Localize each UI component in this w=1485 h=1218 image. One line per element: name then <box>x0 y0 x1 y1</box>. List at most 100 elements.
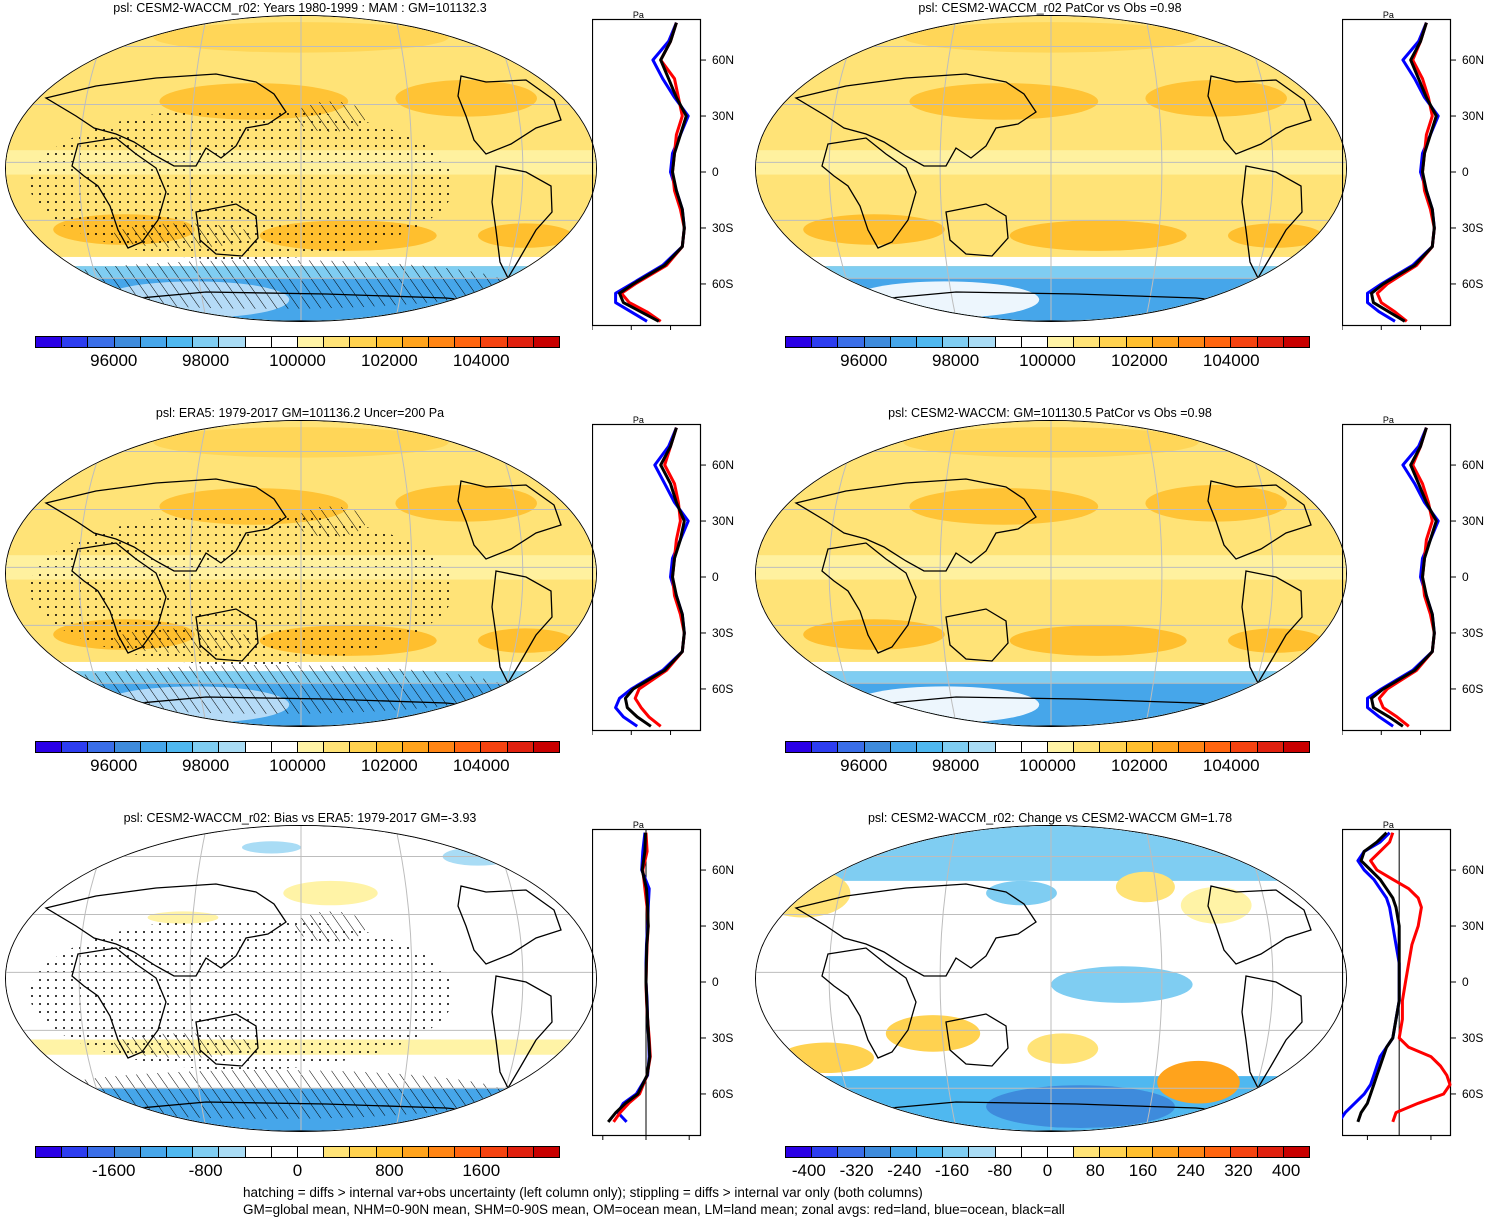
colorbar-tick-label: 104000 <box>452 351 510 370</box>
colorbar-segment <box>1021 742 1049 752</box>
colorbar-segment <box>1257 337 1284 347</box>
lat-tick-label: 60N <box>1462 458 1484 472</box>
colorbar-segment <box>36 1147 63 1157</box>
profile-unit-label: Pa <box>633 820 644 830</box>
profile-unit-label: Pa <box>1383 10 1394 20</box>
colorbar-tick-label: 800 <box>375 1161 404 1180</box>
colorbar-tick-label: 0 <box>292 1161 303 1180</box>
colorbar-segment <box>455 742 482 752</box>
lat-tick-label: 0 <box>712 570 719 584</box>
map-2 <box>755 15 1347 322</box>
colorbar-segment <box>1126 337 1153 347</box>
colorbar-segment <box>167 742 194 752</box>
colorbar-segment <box>245 337 272 347</box>
colorbar-tick-label: -160 <box>935 1161 970 1180</box>
colorbar-segment <box>271 1147 299 1157</box>
colorbar-tick-label: 102000 <box>1111 756 1168 775</box>
profile-x-tick-label: 100 <box>1423 1144 1440 1145</box>
colorbar-segment <box>62 742 89 752</box>
colorbar-tick-label: 98000 <box>181 351 230 370</box>
colorbar-segment <box>969 742 996 752</box>
colorbar-segment <box>1100 742 1127 752</box>
colorbar-4 <box>785 741 1310 753</box>
colorbar-segment <box>245 742 272 752</box>
colorbar-segment <box>455 337 482 347</box>
lat-tick-label: 30S <box>1462 626 1483 640</box>
zonal-profile-svg: 60N 30N 0 30S 60S Pa 97000 99000 101000 <box>578 10 734 345</box>
colorbar-tick-label: -320 <box>839 1161 874 1180</box>
map-field <box>756 16 1346 321</box>
footnote-line1: hatching = diffs > internal var+obs unce… <box>243 1185 923 1200</box>
colorbar-segment <box>1257 742 1284 752</box>
colorbar-segment <box>167 1147 194 1157</box>
colorbar-segment <box>1179 1147 1206 1157</box>
colorbar-segment <box>1152 337 1180 347</box>
colorbar-segment <box>88 337 115 347</box>
profile-unit-label: Pa <box>1383 415 1394 425</box>
colorbar-segment <box>140 337 168 347</box>
colorbar-segment <box>114 337 141 347</box>
profile-x-tick-label: 99000 <box>617 739 645 740</box>
colorbar-segment <box>350 742 377 752</box>
zonal-profile-1: 60N 30N 0 30S 60S Pa 97000 99000 101000 <box>578 5 750 345</box>
colorbar-segment <box>193 337 220 347</box>
colorbar-tick-label: 102000 <box>1111 351 1168 370</box>
profile-x-tick-label: 101000 <box>1404 334 1438 335</box>
profile-x-tick-label: 101000 <box>1404 739 1438 740</box>
colorbar-tick-label: 98000 <box>931 756 980 775</box>
colorbar-tick-label: 100000 <box>269 351 326 370</box>
profile-x-tick-label: 101000 <box>654 739 688 740</box>
colorbar-segment <box>1152 742 1180 752</box>
colorbar-segment <box>943 742 970 752</box>
map-5 <box>5 825 597 1132</box>
zonal-profile-6: 60N 30N 0 30S 60S Pa -100 100 <box>1337 815 1485 1155</box>
all-zonal-line <box>623 427 686 728</box>
lat-tick-label: 30N <box>712 514 734 528</box>
colorbar-segment <box>350 1147 377 1157</box>
colorbar-segment <box>481 337 508 347</box>
colorbar-segment <box>245 1147 272 1157</box>
zonal-profile-svg: 60N 30N 0 30S 60S Pa 97000 99000 101000 <box>1328 415 1484 750</box>
land-zonal-line <box>1369 832 1452 1123</box>
colorbar-segment <box>455 1147 482 1157</box>
profile-x-tick-label: 97000 <box>1342 739 1356 740</box>
lat-tick-label: 30S <box>1462 1031 1483 1045</box>
colorbar-segment <box>1205 337 1232 347</box>
colorbar-segment <box>533 742 560 752</box>
zonal-profile-svg: 60N 30N 0 30S 60S Pa 97000 99000 101000 <box>578 415 734 750</box>
zonal-profile-4: 60N 30N 0 30S 60S Pa 97000 99000 101000 <box>1328 410 1485 750</box>
colorbar-segment <box>838 1147 865 1157</box>
colorbar-tick-label: -240 <box>887 1161 922 1180</box>
map-field <box>6 421 596 726</box>
colorbar-tick-label: 100000 <box>1019 756 1076 775</box>
zonal-profile-svg: 60N 30N 0 30S 60S Pa -800 0 800 <box>591 820 734 1155</box>
colorbar-segment <box>1074 337 1101 347</box>
zonal-profile-5: 60N 30N 0 30S 60S Pa -800 0 800 <box>591 815 750 1155</box>
lat-tick-label: 60S <box>712 1087 733 1101</box>
colorbar-segment <box>1205 1147 1232 1157</box>
colorbar-segment <box>88 742 115 752</box>
colorbar-tick-label: 160 <box>1128 1161 1158 1180</box>
lat-tick-label: 0 <box>712 975 719 989</box>
panel-title-3: psl: ERA5: 1979-2017 GM=101136.2 Uncer=2… <box>155 406 445 420</box>
colorbar-segment <box>402 1147 430 1157</box>
lat-tick-label: 60N <box>712 458 734 472</box>
lat-tick-label: 60N <box>712 53 734 67</box>
lat-tick-label: 30N <box>1462 514 1484 528</box>
colorbar-segment <box>376 742 403 752</box>
lat-tick-label: 0 <box>1462 165 1469 179</box>
profile-x-tick-label: -100 <box>1357 1144 1377 1145</box>
colorbar-segment <box>1126 1147 1153 1157</box>
profile-x-tick-label: -800 <box>593 1144 613 1145</box>
colorbar-segment <box>1048 742 1075 752</box>
colorbar-tick-label: 96000 <box>90 756 138 775</box>
colorbar-segment <box>193 1147 220 1157</box>
panel-title-2: psl: CESM2-WACCM_r02 PatCor vs Obs =0.98 <box>918 1 1182 15</box>
colorbar-segment <box>1205 742 1232 752</box>
profile-unit-label: Pa <box>1383 820 1394 830</box>
lat-tick-label: 60N <box>712 863 734 877</box>
all-zonal-line <box>1356 831 1401 1123</box>
profile-x-tick-label: 97000 <box>1342 334 1356 335</box>
map-6 <box>755 825 1347 1132</box>
colorbar-segment <box>140 742 168 752</box>
